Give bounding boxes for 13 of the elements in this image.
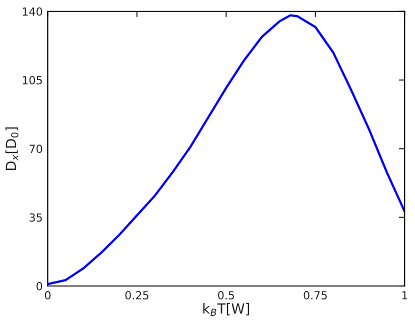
x-axis-title: k$_{B}$T[W] <box>203 303 250 316</box>
y-tick-label: 140 <box>22 7 42 16</box>
x-tick-label: 0.75 <box>304 291 327 300</box>
y-tick-label: 105 <box>22 76 42 84</box>
y-tick-label: 70 <box>30 144 42 154</box>
y-tick-label: 0 <box>36 282 42 290</box>
x-tick-label: 0 <box>44 291 51 300</box>
line-series <box>48 14 405 286</box>
x-tick-label: 1 <box>402 291 408 300</box>
x-tick-label: 0.5 <box>218 291 234 300</box>
x-tick-label: 0.25 <box>125 291 148 300</box>
y-tick-label: 35 <box>30 213 42 222</box>
y-axis-title: D$_{x}$[D$_{0}$] <box>5 127 18 170</box>
